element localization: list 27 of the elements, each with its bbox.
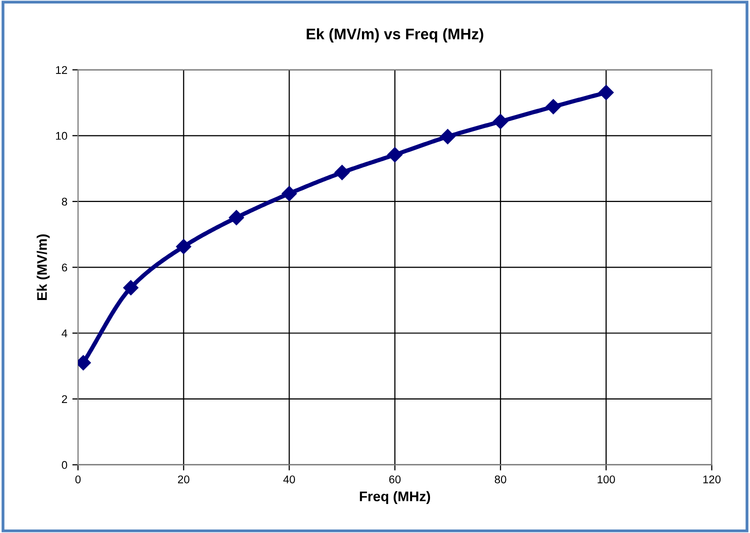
point	[440, 129, 456, 144]
x-tick-label: 60	[389, 475, 401, 484]
x-tick-label: 0	[75, 475, 81, 484]
x-tick-label: 80	[494, 475, 506, 484]
y-tick-label: 0	[62, 461, 68, 469]
point	[123, 280, 138, 296]
x-tick-label: 100	[598, 475, 615, 484]
point	[546, 99, 561, 114]
point	[598, 84, 614, 100]
point	[492, 114, 508, 130]
x-tick-label: 120	[703, 475, 721, 484]
y-tick-label: 4	[62, 330, 68, 338]
y-tick-label: 10	[56, 132, 68, 140]
x-tick-label: 40	[283, 475, 295, 484]
point	[387, 147, 402, 162]
point	[228, 210, 244, 226]
point	[334, 164, 350, 180]
point	[282, 186, 297, 202]
y-axis-title: Ek (MV/m)	[36, 234, 50, 300]
y-tick-label: 6	[62, 264, 68, 272]
point	[176, 238, 192, 254]
y-tick-label: 8	[62, 198, 68, 206]
x-axis-title: Freq (MHz)	[360, 491, 430, 504]
chart-title: Ek (MV/m) vs Freq (MHz)	[306, 28, 484, 42]
y-tick-label: 12	[56, 66, 68, 74]
x-tick-label: 20	[178, 475, 190, 484]
y-tick-label: 2	[62, 395, 68, 403]
